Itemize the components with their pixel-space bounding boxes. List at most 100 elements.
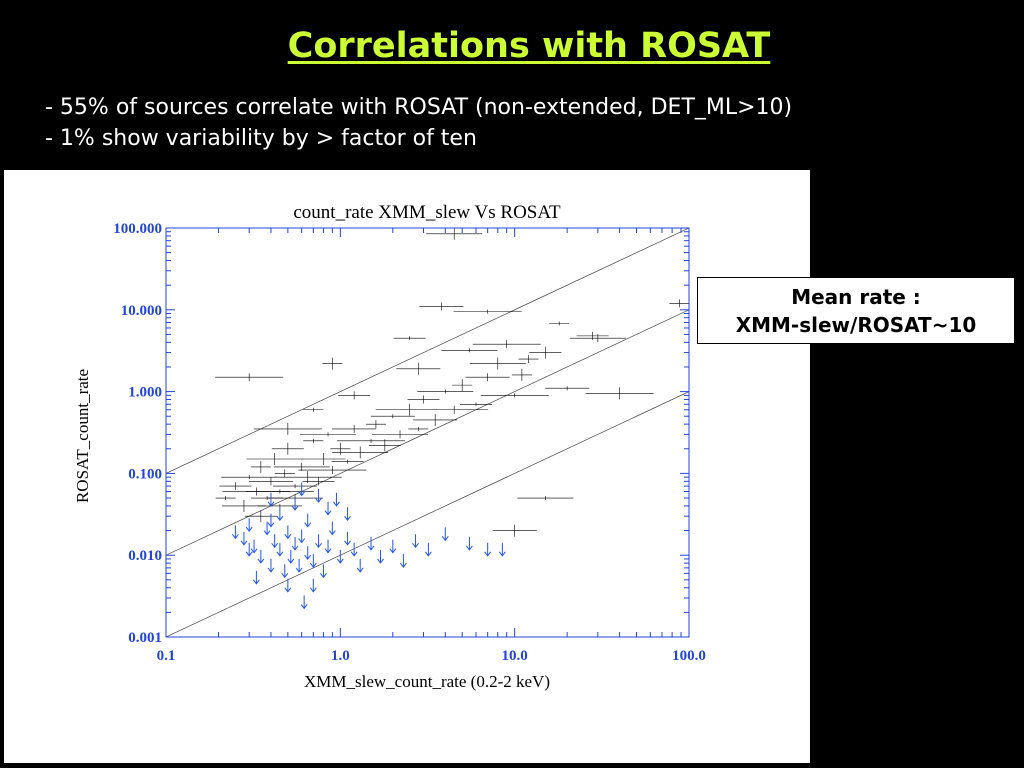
upper-limit-arrowhead <box>324 548 332 554</box>
upper-limit-point <box>252 570 260 585</box>
upper-limit-point <box>231 525 239 540</box>
bullet-list: - 55% of sources correlate with ROSAT (n… <box>45 92 792 154</box>
upper-limit-point <box>315 489 322 503</box>
detection-point <box>215 373 284 382</box>
detection-point <box>322 357 343 370</box>
upper-limit-point <box>304 513 312 528</box>
upper-limit-arrowhead <box>424 551 432 557</box>
upper-limit-point <box>315 534 322 549</box>
upper-limit-point <box>267 513 275 528</box>
upper-limit-arrowhead <box>484 551 492 557</box>
scatter-chart: count_rate XMM_slew Vs ROSAT XMM_slew_co… <box>73 202 706 691</box>
detection-point <box>585 387 654 400</box>
detection-point <box>303 407 324 412</box>
detection-point <box>300 432 357 437</box>
upper-limit-arrowhead <box>315 497 322 503</box>
y-tick-label: 100.000 <box>113 221 162 237</box>
detection-point <box>248 477 293 486</box>
detection-point <box>469 357 526 370</box>
upper-limit-arrowhead <box>315 542 322 549</box>
detection-point <box>393 336 426 341</box>
upper-limit-point <box>309 578 317 593</box>
upper-limit-point <box>466 536 473 551</box>
detection-point <box>452 379 473 392</box>
upper-limit-arrowhead <box>333 501 340 507</box>
upper-limit-arrowhead <box>287 558 295 564</box>
upper-limit-point <box>324 539 332 554</box>
detection-point <box>426 228 483 240</box>
upper-limit-point <box>333 492 340 507</box>
slide-title: Correlations with ROSAT <box>287 26 771 66</box>
chart-title: count_rate XMM_slew Vs ROSAT <box>293 202 561 223</box>
upper-limit-point <box>276 542 284 557</box>
detection-point <box>511 368 532 381</box>
upper-limit-point <box>291 536 299 551</box>
upper-limit-arrowhead <box>309 562 317 568</box>
y-tick-label: 1.000 <box>128 385 162 401</box>
detection-point <box>569 334 626 343</box>
upper-limit-arrowhead <box>328 530 336 536</box>
x-tick-label: 1.0 <box>331 648 350 664</box>
upper-limit-arrowhead <box>267 567 275 573</box>
detection-point <box>250 460 271 473</box>
detection-point <box>273 484 318 489</box>
upper-limit-point <box>484 542 492 557</box>
detection-point <box>271 442 304 455</box>
upper-limit-arrowhead <box>298 538 306 544</box>
upper-limit-point <box>245 518 253 533</box>
upper-limit-point <box>240 531 248 546</box>
upper-limit-point <box>271 534 279 549</box>
detection-point <box>246 452 303 465</box>
bullet-item: - 1% show variability by > factor of ten <box>45 126 477 151</box>
upper-limit-arrowhead <box>399 562 407 568</box>
upper-limit-point <box>300 595 308 610</box>
detection-point <box>465 373 510 382</box>
upper-limit-point <box>389 539 397 554</box>
upper-limit-arrowhead <box>344 515 351 522</box>
detection-point <box>332 424 377 433</box>
detection-point <box>219 482 252 491</box>
upper-limit-arrowhead <box>291 545 299 551</box>
callout-line: Mean rate : <box>791 284 921 309</box>
detection-point <box>303 438 324 443</box>
detection-point <box>274 469 295 478</box>
bullet-item: - 55% of sources correlate with ROSAT (n… <box>45 95 793 120</box>
detection-point <box>273 462 330 471</box>
upper-limit-arrowhead <box>257 558 265 564</box>
detection-point <box>332 446 389 459</box>
upper-limit-point <box>344 531 351 546</box>
upper-limit-point <box>336 549 344 564</box>
upper-limit-arrowhead <box>231 534 239 540</box>
detection-point <box>330 442 351 455</box>
upper-limit-arrowhead <box>295 567 303 573</box>
x-tick-label: 10.0 <box>502 648 528 664</box>
reference-line <box>166 309 689 556</box>
detection-point <box>338 391 371 400</box>
upper-limit-arrowhead <box>267 501 275 507</box>
upper-limit-point <box>284 525 292 540</box>
detection-point <box>492 524 537 537</box>
detection-point <box>245 489 314 494</box>
detection-point <box>419 302 464 311</box>
upper-limit-arrowhead <box>350 551 358 557</box>
detection-point <box>370 414 415 419</box>
x-tick-label: 100.0 <box>672 648 706 664</box>
detection-point <box>576 331 609 340</box>
upper-limit-arrowhead <box>356 567 364 573</box>
detection-point <box>459 402 492 407</box>
upper-limit-point <box>263 521 271 536</box>
detection-point <box>331 459 364 464</box>
upper-limit-arrowhead <box>284 534 292 540</box>
y-tick-label: 0.001 <box>128 630 162 646</box>
upper-limit-point <box>250 539 258 554</box>
reference-line <box>166 391 689 637</box>
detection-point <box>337 438 406 443</box>
y-tick-label: 10.000 <box>121 303 162 319</box>
x-tick-label: 0.1 <box>157 648 176 664</box>
reference-line <box>166 228 689 474</box>
chart-axes: 0.1 1.0 10.0 100.0 0.001 0.010 0.100 1.000 10.00… <box>113 221 706 664</box>
detection-point <box>365 420 386 429</box>
upper-limit-point <box>328 521 336 536</box>
detection-point <box>545 386 590 391</box>
upper-limit-arrowhead <box>389 548 397 554</box>
